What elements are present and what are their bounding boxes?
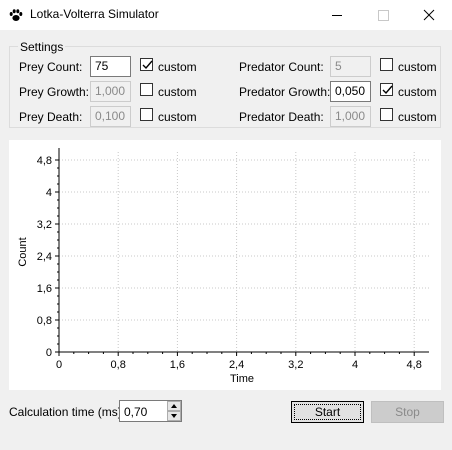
start-button[interactable]: Start: [291, 401, 364, 423]
close-icon: [423, 9, 435, 21]
predator-growth-custom-label: custom: [398, 85, 437, 99]
chevron-down-icon: [171, 414, 177, 418]
x-axis-label: Time: [230, 373, 254, 385]
prey-count-custom-label: custom: [158, 60, 197, 74]
x-tick-label: 3,2: [288, 359, 303, 371]
predator-count-custom-checkbox[interactable]: [380, 58, 393, 71]
spin-down-button[interactable]: [167, 411, 181, 421]
predator-death-custom-checkbox[interactable]: [380, 108, 393, 121]
y-tick-label: 3,2: [37, 219, 52, 231]
predator-count-label: Predator Count:: [239, 60, 324, 74]
calc-time-spinbox[interactable]: 0,70: [119, 400, 182, 422]
y-tick-label: 4,8: [37, 155, 52, 167]
x-tick-label: 0: [56, 359, 62, 371]
maximize-icon: [378, 10, 389, 21]
x-tick-label: 4,8: [407, 359, 422, 371]
prey-growth-custom-checkbox[interactable]: [140, 83, 153, 96]
minimize-icon: [332, 15, 342, 16]
stop-button[interactable]: Stop: [371, 401, 444, 423]
settings-legend: Settings: [18, 40, 66, 54]
predator-count-input[interactable]: 5: [330, 56, 371, 77]
checkmark-icon: [382, 85, 393, 95]
predator-growth-input[interactable]: 0,050: [330, 81, 371, 102]
paw-icon: [8, 7, 24, 23]
x-tick-label: 2,4: [229, 359, 244, 371]
predator-count-custom-label: custom: [398, 60, 437, 74]
x-tick-label: 0,8: [111, 359, 126, 371]
prey-growth-custom-label: custom: [158, 85, 197, 99]
y-tick-label: 4: [46, 187, 52, 199]
prey-count-label: Prey Count:: [19, 60, 83, 74]
y-tick-label: 0,8: [37, 315, 52, 327]
predator-death-label: Predator Death:: [239, 110, 324, 124]
title-bar[interactable]: Lotka-Volterra Simulator: [0, 0, 452, 30]
predator-death-custom-label: custom: [398, 110, 437, 124]
predator-death-input[interactable]: 1,000: [330, 106, 371, 127]
chart-panel: 0 0,8 1,6 2,4 3,2 4 4,8 0 0,8 1,6 2,4 3,2 4 4,8 Time Co…: [9, 140, 441, 390]
predator-growth-custom-checkbox[interactable]: [380, 83, 393, 96]
calc-time-label: Calculation time (ms):: [9, 405, 126, 419]
prey-death-custom-checkbox[interactable]: [140, 108, 153, 121]
prey-count-custom-checkbox[interactable]: [140, 58, 153, 71]
x-tick-label: 4: [352, 359, 358, 371]
x-tick-label: 1,6: [170, 359, 185, 371]
prey-death-label: Prey Death:: [19, 110, 83, 124]
chevron-up-icon: [171, 404, 177, 408]
prey-count-input[interactable]: 75: [90, 56, 131, 77]
calc-time-value[interactable]: 0,70: [124, 405, 148, 419]
population-chart: 0 0,8 1,6 2,4 3,2 4 4,8 0 0,8 1,6 2,4 3,2 4 4,8 Time Co…: [17, 148, 429, 385]
window-title: Lotka-Volterra Simulator: [30, 7, 159, 21]
close-button[interactable]: [406, 0, 452, 30]
settings-group: [9, 46, 441, 128]
predator-growth-label: Predator Growth:: [239, 85, 331, 99]
y-tick-label: 1,6: [37, 283, 52, 295]
maximize-button[interactable]: [360, 0, 406, 30]
prey-growth-label: Prey Growth:: [19, 85, 90, 99]
prey-death-input[interactable]: 0,100: [90, 106, 131, 127]
y-axis-label: Count: [17, 237, 29, 266]
y-tick-label: 2,4: [37, 251, 52, 263]
checkmark-icon: [142, 60, 153, 70]
spin-up-button[interactable]: [167, 401, 181, 411]
minimize-button[interactable]: [314, 0, 360, 30]
prey-death-custom-label: custom: [158, 110, 197, 124]
y-tick-label: 0: [46, 347, 52, 359]
prey-growth-input[interactable]: 1,000: [90, 81, 131, 102]
